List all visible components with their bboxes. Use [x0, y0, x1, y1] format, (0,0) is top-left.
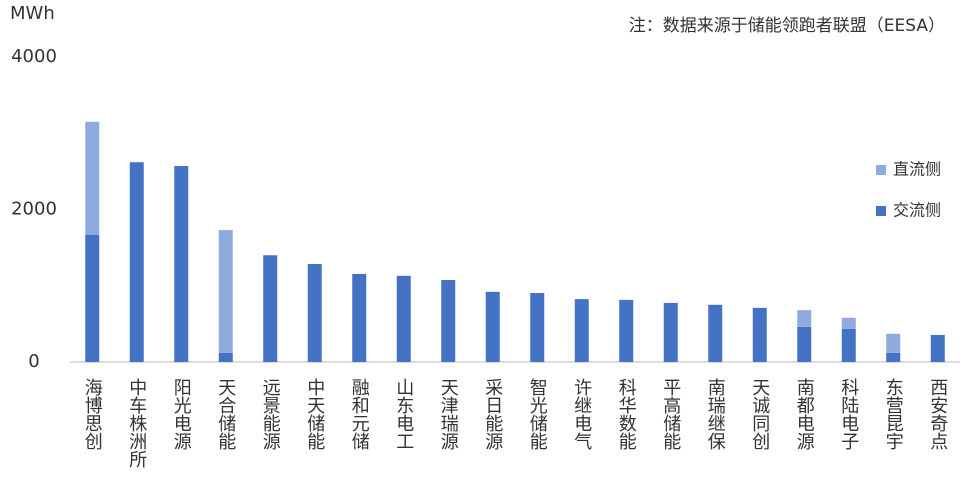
bar-segment [886, 352, 901, 362]
legend-label: 直流侧 [893, 160, 941, 179]
bar-segment [85, 121, 100, 235]
x-tick-label: 天诚同创 [749, 378, 770, 450]
x-tick-label: 智光储能 [527, 378, 548, 450]
bar-segment [485, 291, 500, 362]
x-tick-label: 融和元储 [349, 378, 370, 450]
bar-segment [307, 264, 322, 362]
legend-swatch [876, 206, 886, 216]
bar-segment [396, 275, 411, 362]
bar-segment [841, 317, 856, 329]
bar-segment [663, 302, 678, 362]
bar-segment [85, 234, 100, 362]
y-tick-label: 4000 [11, 46, 57, 67]
bar-segment [218, 352, 233, 362]
bar-segment [263, 255, 278, 362]
bar-segment [797, 310, 812, 327]
bar-segment [886, 333, 901, 353]
x-tick-label: 天合储能 [215, 378, 236, 450]
x-tick-label: 科华数能 [616, 378, 637, 450]
bar-segment [841, 328, 856, 362]
x-tick-label: 东营昆宇 [883, 378, 904, 450]
x-tick-label: 许继电气 [571, 378, 592, 450]
legend-label: 交流侧 [893, 201, 941, 220]
x-tick-label: 采日能源 [482, 378, 503, 451]
bar-segment [174, 166, 189, 362]
bar-segment [752, 307, 767, 362]
bar-segment [574, 299, 589, 362]
bar-segment [441, 280, 456, 362]
x-tick-label: 天津瑞源 [438, 378, 459, 451]
bar-segment [530, 292, 545, 362]
bar-segment [218, 230, 233, 353]
bar-segment [129, 162, 144, 362]
x-tick-label: 海博思创 [82, 378, 103, 450]
bar-segment [797, 326, 812, 362]
x-tick-label: 远景能源 [260, 378, 281, 451]
bar-segment [619, 299, 634, 362]
y-unit: MWh [10, 3, 55, 24]
y-tick-label: 2000 [11, 199, 57, 220]
x-tick-label: 阳光电源 [171, 378, 192, 451]
source-note: 注：数据来源于储能领跑者联盟（EESA） [629, 16, 945, 36]
legend-swatch [876, 165, 886, 175]
x-tick-label: 科陆电子 [838, 378, 859, 450]
y-tick-label: 0 [28, 351, 39, 372]
bar-segment [708, 304, 723, 362]
x-tick-label: 西安奇点 [927, 378, 948, 450]
x-tick-label: 中车株洲所 [126, 378, 147, 468]
x-tick-label: 平高储能 [660, 378, 681, 450]
x-tick-label: 中天储能 [304, 378, 325, 450]
x-tick-label: 山东电工 [393, 378, 414, 450]
x-tick-label: 南瑞继保 [705, 378, 726, 450]
bar-segment [930, 334, 945, 362]
x-tick-label: 南都电源 [794, 378, 815, 451]
bar-segment [352, 273, 367, 362]
